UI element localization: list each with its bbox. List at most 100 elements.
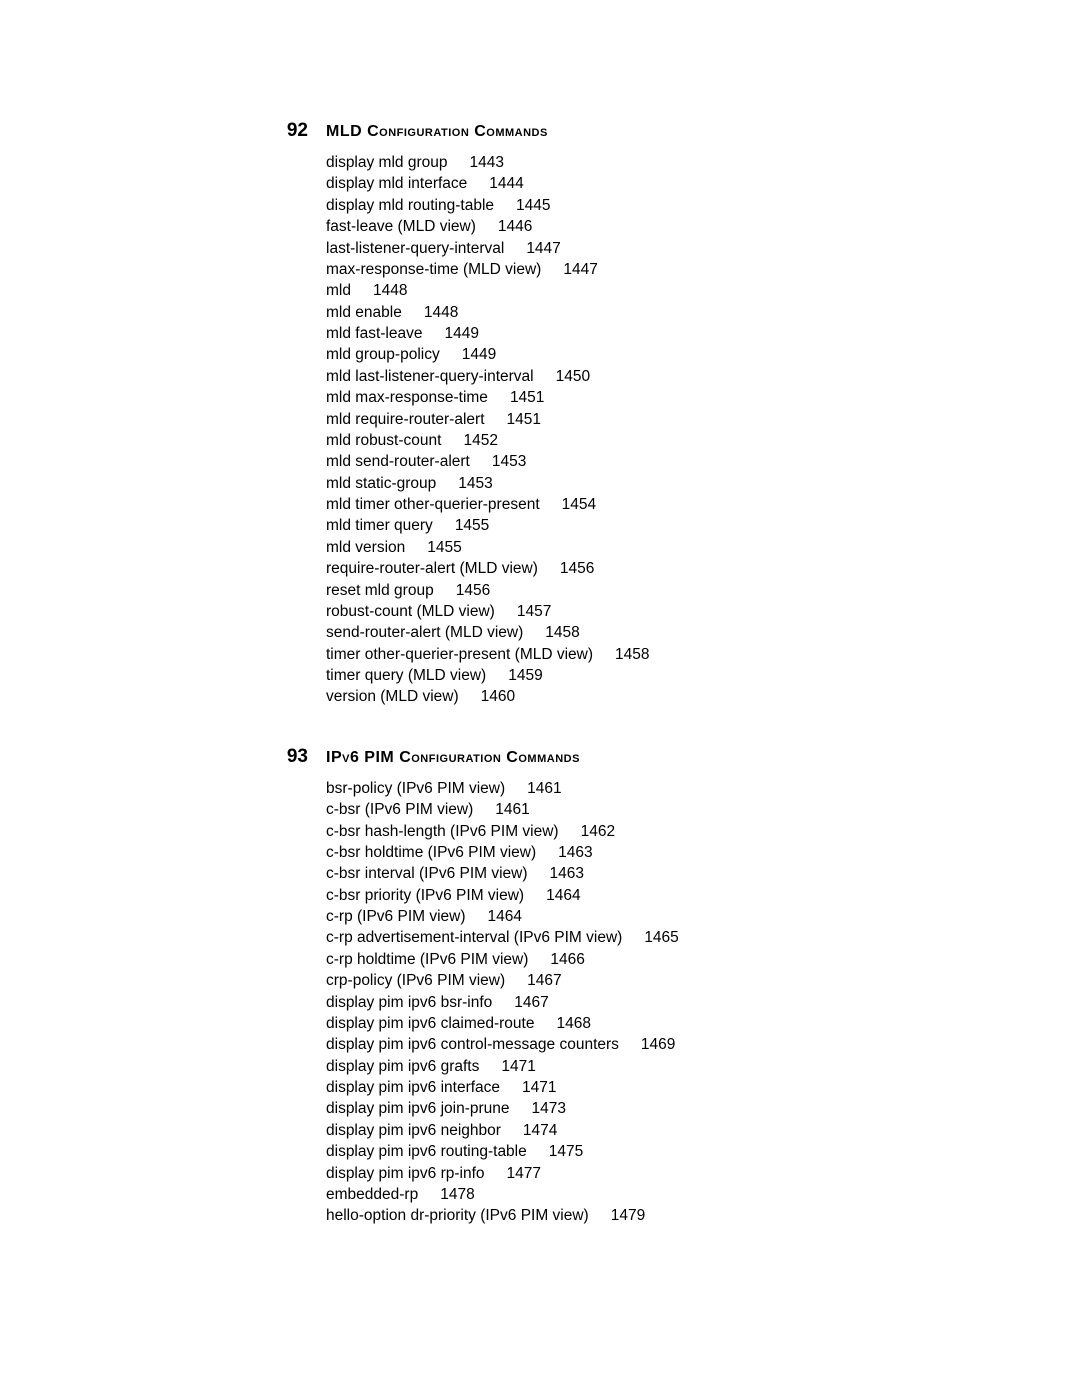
toc-item-page: 1453 <box>492 451 526 472</box>
toc-item-page: 1458 <box>545 622 579 643</box>
toc-item-label: mld <box>326 280 351 301</box>
toc-item-label: mld static-group <box>326 473 436 494</box>
toc-item-label: mld version <box>326 537 405 558</box>
toc-item: mld timer query1455 <box>326 515 1020 536</box>
toc-item-page: 1453 <box>458 473 492 494</box>
toc-item: crp-policy (IPv6 PIM view)1467 <box>326 970 1020 991</box>
toc-item-page: 1464 <box>546 885 580 906</box>
toc-item: mld max-response-time1451 <box>326 387 1020 408</box>
toc-item-label: display pim ipv6 routing-table <box>326 1141 527 1162</box>
toc-item: display pim ipv6 join-prune 1473 <box>326 1098 1020 1119</box>
toc-item-label: c-bsr (IPv6 PIM view) <box>326 799 473 820</box>
toc-item-label: display mld interface <box>326 173 467 194</box>
toc-item: c-bsr holdtime (IPv6 PIM view) 1463 <box>326 842 1020 863</box>
toc-item: c-rp holdtime (IPv6 PIM view)1466 <box>326 949 1020 970</box>
toc-item-page: 1474 <box>523 1120 557 1141</box>
toc-item-page: 1455 <box>455 515 489 536</box>
toc-section: 92 MLD Configuration Commands display mld … <box>260 120 1020 708</box>
toc-item-page: 1446 <box>498 216 532 237</box>
toc-item-page: 1461 <box>495 799 529 820</box>
toc-item-label: display pim ipv6 rp-info <box>326 1163 485 1184</box>
toc-item-page: 1467 <box>527 970 561 991</box>
toc-item-label: display pim ipv6 join-prune <box>326 1098 510 1119</box>
toc-item-page: 1460 <box>481 686 515 707</box>
toc-item-page: 1449 <box>444 323 478 344</box>
toc-item-label: display mld routing-table <box>326 195 494 216</box>
toc-item-label: mld fast-leave <box>326 323 422 344</box>
toc-item: max-response-time (MLD view)1447 <box>326 259 1020 280</box>
section-title: MLD Configuration Commands <box>326 123 548 141</box>
toc-item-page: 1454 <box>562 494 596 515</box>
toc-item-label: c-rp (IPv6 PIM view) <box>326 906 466 927</box>
toc-item-label: last-listener-query-interval <box>326 238 504 259</box>
toc-item-page: 1451 <box>510 387 544 408</box>
toc-item-label: bsr-policy (IPv6 PIM view) <box>326 778 505 799</box>
toc-section: 93IPv6 PIM Configuration Commands bsr-pol… <box>260 746 1020 1227</box>
toc-item-label: display pim ipv6 interface <box>326 1077 500 1098</box>
toc-item: c-bsr hash-length (IPv6 PIM view) 1462 <box>326 821 1020 842</box>
toc-item: display pim ipv6 grafts 1471 <box>326 1056 1020 1077</box>
toc-item-page: 1443 <box>469 152 503 173</box>
toc-item: display pim ipv6 interface 1471 <box>326 1077 1020 1098</box>
toc-item-label: version (MLD view) <box>326 686 459 707</box>
toc-item: display pim ipv6 rp-info 1477 <box>326 1163 1020 1184</box>
toc-item-label: c-rp advertisement-interval (IPv6 PIM vi… <box>326 927 622 948</box>
section-items: display mld group 1443display mld interfa… <box>326 152 1020 708</box>
section-items: bsr-policy (IPv6 PIM view)1461c-bsr (IPv… <box>326 778 1020 1227</box>
toc-item-page: 1475 <box>549 1141 583 1162</box>
toc-item-label: mld enable <box>326 302 402 323</box>
toc-item: mld robust-count1452 <box>326 430 1020 451</box>
toc-item: display pim ipv6 bsr-info 1467 <box>326 992 1020 1013</box>
toc-item-page: 1471 <box>501 1056 535 1077</box>
toc-container: 92 MLD Configuration Commands display mld … <box>260 120 1020 1227</box>
toc-item-page: 1458 <box>615 644 649 665</box>
toc-item-label: c-bsr hash-length (IPv6 PIM view) <box>326 821 559 842</box>
toc-item-page: 1479 <box>611 1205 645 1226</box>
toc-item-label: display pim ipv6 grafts <box>326 1056 479 1077</box>
toc-item: embedded-rp1478 <box>326 1184 1020 1205</box>
toc-item-label: display mld group <box>326 152 447 173</box>
toc-item: reset mld group1456 <box>326 580 1020 601</box>
toc-item-page: 1462 <box>581 821 615 842</box>
toc-item-label: display pim ipv6 bsr-info <box>326 992 492 1013</box>
toc-item-page: 1473 <box>532 1098 566 1119</box>
toc-item-label: reset mld group <box>326 580 434 601</box>
toc-item-label: c-bsr holdtime (IPv6 PIM view) <box>326 842 536 863</box>
toc-item-page: 1456 <box>560 558 594 579</box>
toc-item-page: 1467 <box>514 992 548 1013</box>
toc-item: display mld interface 1444 <box>326 173 1020 194</box>
toc-item-label: embedded-rp <box>326 1184 418 1205</box>
toc-item-label: timer query (MLD view) <box>326 665 486 686</box>
toc-item-label: hello-option dr-priority (IPv6 PIM view) <box>326 1205 589 1226</box>
toc-item-page: 1457 <box>517 601 551 622</box>
toc-item: display mld routing-table1445 <box>326 195 1020 216</box>
toc-item-label: mld require-router-alert <box>326 409 485 430</box>
toc-item: robust-count (MLD view) 1457 <box>326 601 1020 622</box>
toc-item-label: mld robust-count <box>326 430 441 451</box>
toc-item-label: robust-count (MLD view) <box>326 601 495 622</box>
toc-item: bsr-policy (IPv6 PIM view)1461 <box>326 778 1020 799</box>
toc-item-page: 1469 <box>641 1034 675 1055</box>
toc-item-page: 1463 <box>558 842 592 863</box>
section-title: IPv6 PIM Configuration Commands <box>326 749 580 767</box>
toc-item-label: mld last-listener-query-interval <box>326 366 534 387</box>
toc-item-page: 1455 <box>427 537 461 558</box>
toc-item: c-rp advertisement-interval (IPv6 PIM vi… <box>326 927 1020 948</box>
toc-item: mld send-router-alert1453 <box>326 451 1020 472</box>
toc-item-page: 1477 <box>507 1163 541 1184</box>
toc-item-label: send-router-alert (MLD view) <box>326 622 523 643</box>
toc-item-page: 1444 <box>489 173 523 194</box>
section-header: 93IPv6 PIM Configuration Commands <box>260 746 1020 768</box>
toc-item-label: mld timer other-querier-present <box>326 494 540 515</box>
toc-item-label: timer other-querier-present (MLD view) <box>326 644 593 665</box>
section-number: 92 <box>260 120 308 142</box>
toc-item-page: 1466 <box>550 949 584 970</box>
toc-item: mld last-listener-query-interval 1450 <box>326 366 1020 387</box>
toc-item-page: 1471 <box>522 1077 556 1098</box>
toc-item-page: 1450 <box>556 366 590 387</box>
toc-item: c-bsr interval (IPv6 PIM view)1463 <box>326 863 1020 884</box>
toc-item: mld timer other-querier-present 1454 <box>326 494 1020 515</box>
toc-item: c-bsr priority (IPv6 PIM view)1464 <box>326 885 1020 906</box>
toc-item: send-router-alert (MLD view) 1458 <box>326 622 1020 643</box>
toc-item: display pim ipv6 claimed-route1468 <box>326 1013 1020 1034</box>
